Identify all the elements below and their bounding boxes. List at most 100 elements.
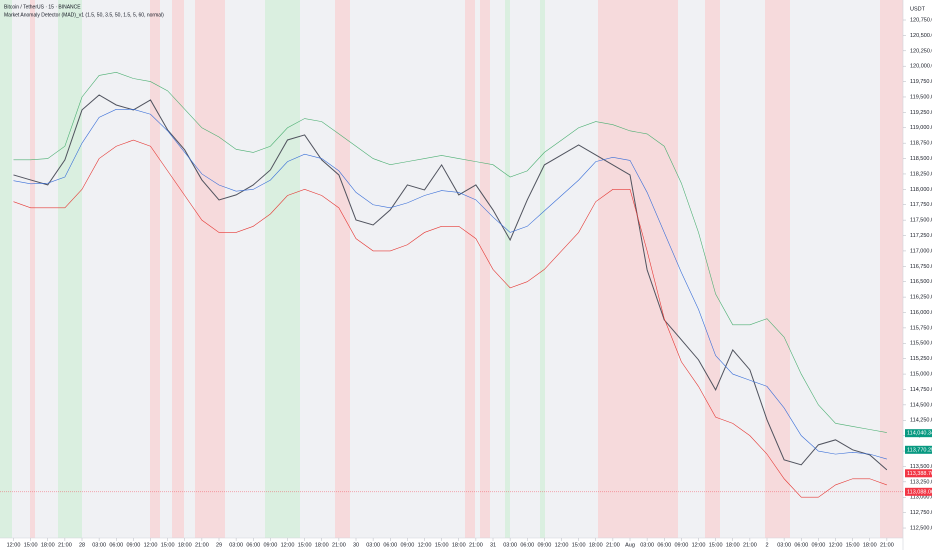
- y-tick-label: 119,750.00: [910, 79, 932, 85]
- x-tick-label: 15:00: [161, 542, 175, 548]
- x-tick-label: 31: [490, 542, 496, 548]
- x-tick-label: 2: [765, 542, 768, 548]
- x-tick-label: 21:00: [880, 542, 894, 548]
- x-tick-label: 09:00: [400, 542, 414, 548]
- zone-normal: [0, 0, 12, 538]
- x-tick-label: 12:00: [7, 542, 21, 548]
- x-tick-label: 15:00: [572, 542, 586, 548]
- price-badge: [905, 469, 932, 478]
- zone-normal: [540, 0, 545, 538]
- price-badge-label: 113,770.25: [907, 447, 932, 453]
- y-tick-label: 117,750.00: [910, 202, 932, 208]
- y-tick-label: 115,500.00: [910, 341, 932, 347]
- x-tick-label: 18:00: [863, 542, 877, 548]
- x-tick-label: 06:00: [657, 542, 671, 548]
- x-tick-label: 15:00: [846, 542, 860, 548]
- x-tick-label: 21:00: [743, 542, 757, 548]
- y-tick-label: 117,250.00: [910, 233, 932, 239]
- x-tick-label: 18:00: [41, 542, 55, 548]
- x-tick-label: 21:00: [469, 542, 483, 548]
- y-tick-label: 118,250.00: [910, 171, 932, 177]
- x-tick-label: 30: [353, 542, 359, 548]
- y-tick-label: 118,500.00: [910, 156, 932, 162]
- zone-anomaly: [335, 0, 350, 538]
- x-tick-label: 21:00: [606, 542, 620, 548]
- x-tick-label: 03:00: [366, 542, 380, 548]
- x-tick-label: 06:00: [246, 542, 260, 548]
- zone-anomaly: [195, 0, 225, 538]
- y-tick-label: 120,000.00: [910, 64, 932, 70]
- zone-anomaly: [172, 0, 184, 538]
- zone-normal: [265, 0, 300, 538]
- price-badge: [905, 487, 932, 496]
- x-tick-label: 03:00: [92, 542, 106, 548]
- y-tick-label: 116,250.00: [910, 295, 932, 301]
- x-tick-label: 18:00: [452, 542, 466, 548]
- x-tick-label: 06:00: [520, 542, 534, 548]
- x-tick-label: Aug: [625, 542, 635, 548]
- y-tick-label: 120,750.00: [910, 17, 932, 23]
- x-tick-label: 18:00: [315, 542, 329, 548]
- x-tick-label: 09:00: [263, 542, 277, 548]
- y-tick-label: 116,500.00: [910, 279, 932, 285]
- y-tick-label: 120,500.00: [910, 33, 932, 39]
- zone-normal: [58, 0, 82, 538]
- x-tick-label: 21:00: [332, 542, 346, 548]
- y-tick-label: 119,500.00: [910, 94, 932, 100]
- x-tick-label: 09:00: [811, 542, 825, 548]
- zone-anomaly: [880, 0, 903, 538]
- y-tick-label: 116,000.00: [910, 310, 932, 316]
- price-badge: [905, 445, 932, 454]
- chart-title: Bitcoin / TetherUS · 15 · BINANCE: [4, 4, 81, 10]
- y-tick-label: 112,500.00: [910, 525, 932, 531]
- y-tick-label: 115,750.00: [910, 325, 932, 331]
- y-tick-label: 119,250.00: [910, 110, 932, 116]
- zone-anomaly: [480, 0, 490, 538]
- indicator-label: Market Anomaly Detector (MAD)_v1 (1.5, 5…: [4, 12, 164, 18]
- y-tick-label: 117,500.00: [910, 218, 932, 224]
- y-tick-label: 115,000.00: [910, 372, 932, 378]
- y-tick-label: 114,750.00: [910, 387, 932, 393]
- price-badge-label: 113,388.76: [907, 471, 932, 477]
- y-tick-label: 113,250.00: [910, 479, 932, 485]
- y-tick-label: 120,250.00: [910, 48, 932, 54]
- price-badge-label: 114,040.34: [907, 431, 932, 437]
- x-tick-label: 12:00: [418, 542, 432, 548]
- y-tick-label: 115,250.00: [910, 356, 932, 362]
- axis-unit: USDT: [910, 6, 926, 12]
- band-line: [13, 139, 887, 498]
- x-tick-label: 12:00: [692, 542, 706, 548]
- x-tick-label: 03:00: [640, 542, 654, 548]
- x-tick-label: 15:00: [709, 542, 723, 548]
- x-tick-label: 06:00: [794, 542, 808, 548]
- y-tick-label: 118,000.00: [910, 187, 932, 193]
- band-line: [13, 108, 887, 460]
- y-tick-label: 113,000.00: [910, 495, 932, 501]
- x-tick-label: 09:00: [537, 542, 551, 548]
- x-tick-label: 09:00: [674, 542, 688, 548]
- x-tick-label: 21:00: [58, 542, 72, 548]
- x-tick-label: 18:00: [726, 542, 740, 548]
- x-tick-label: 28: [79, 542, 85, 548]
- x-tick-label: 29: [216, 542, 222, 548]
- x-tick-label: 06:00: [109, 542, 123, 548]
- y-tick-label: 114,500.00: [910, 402, 932, 408]
- band-line: [13, 72, 887, 433]
- x-tick-label: 15:00: [24, 542, 38, 548]
- y-tick-label: 114,250.00: [910, 418, 932, 424]
- x-tick-label: 18:00: [589, 542, 603, 548]
- zone-anomaly: [465, 0, 475, 538]
- x-tick-label: 03:00: [777, 542, 791, 548]
- anomaly-zones: [0, 0, 903, 538]
- y-tick-label: 112,750.00: [910, 510, 932, 516]
- zone-anomaly: [150, 0, 160, 538]
- zone-anomaly: [705, 0, 720, 538]
- y-tick-label: 119,000.00: [910, 125, 932, 131]
- y-tick-label: 113,500.00: [910, 464, 932, 470]
- zone-normal: [505, 0, 510, 538]
- x-tick-label: 15:00: [435, 542, 449, 548]
- x-tick-label: 21:00: [195, 542, 209, 548]
- x-tick-label: 03:00: [503, 542, 517, 548]
- y-tick-label: 117,000.00: [910, 248, 932, 254]
